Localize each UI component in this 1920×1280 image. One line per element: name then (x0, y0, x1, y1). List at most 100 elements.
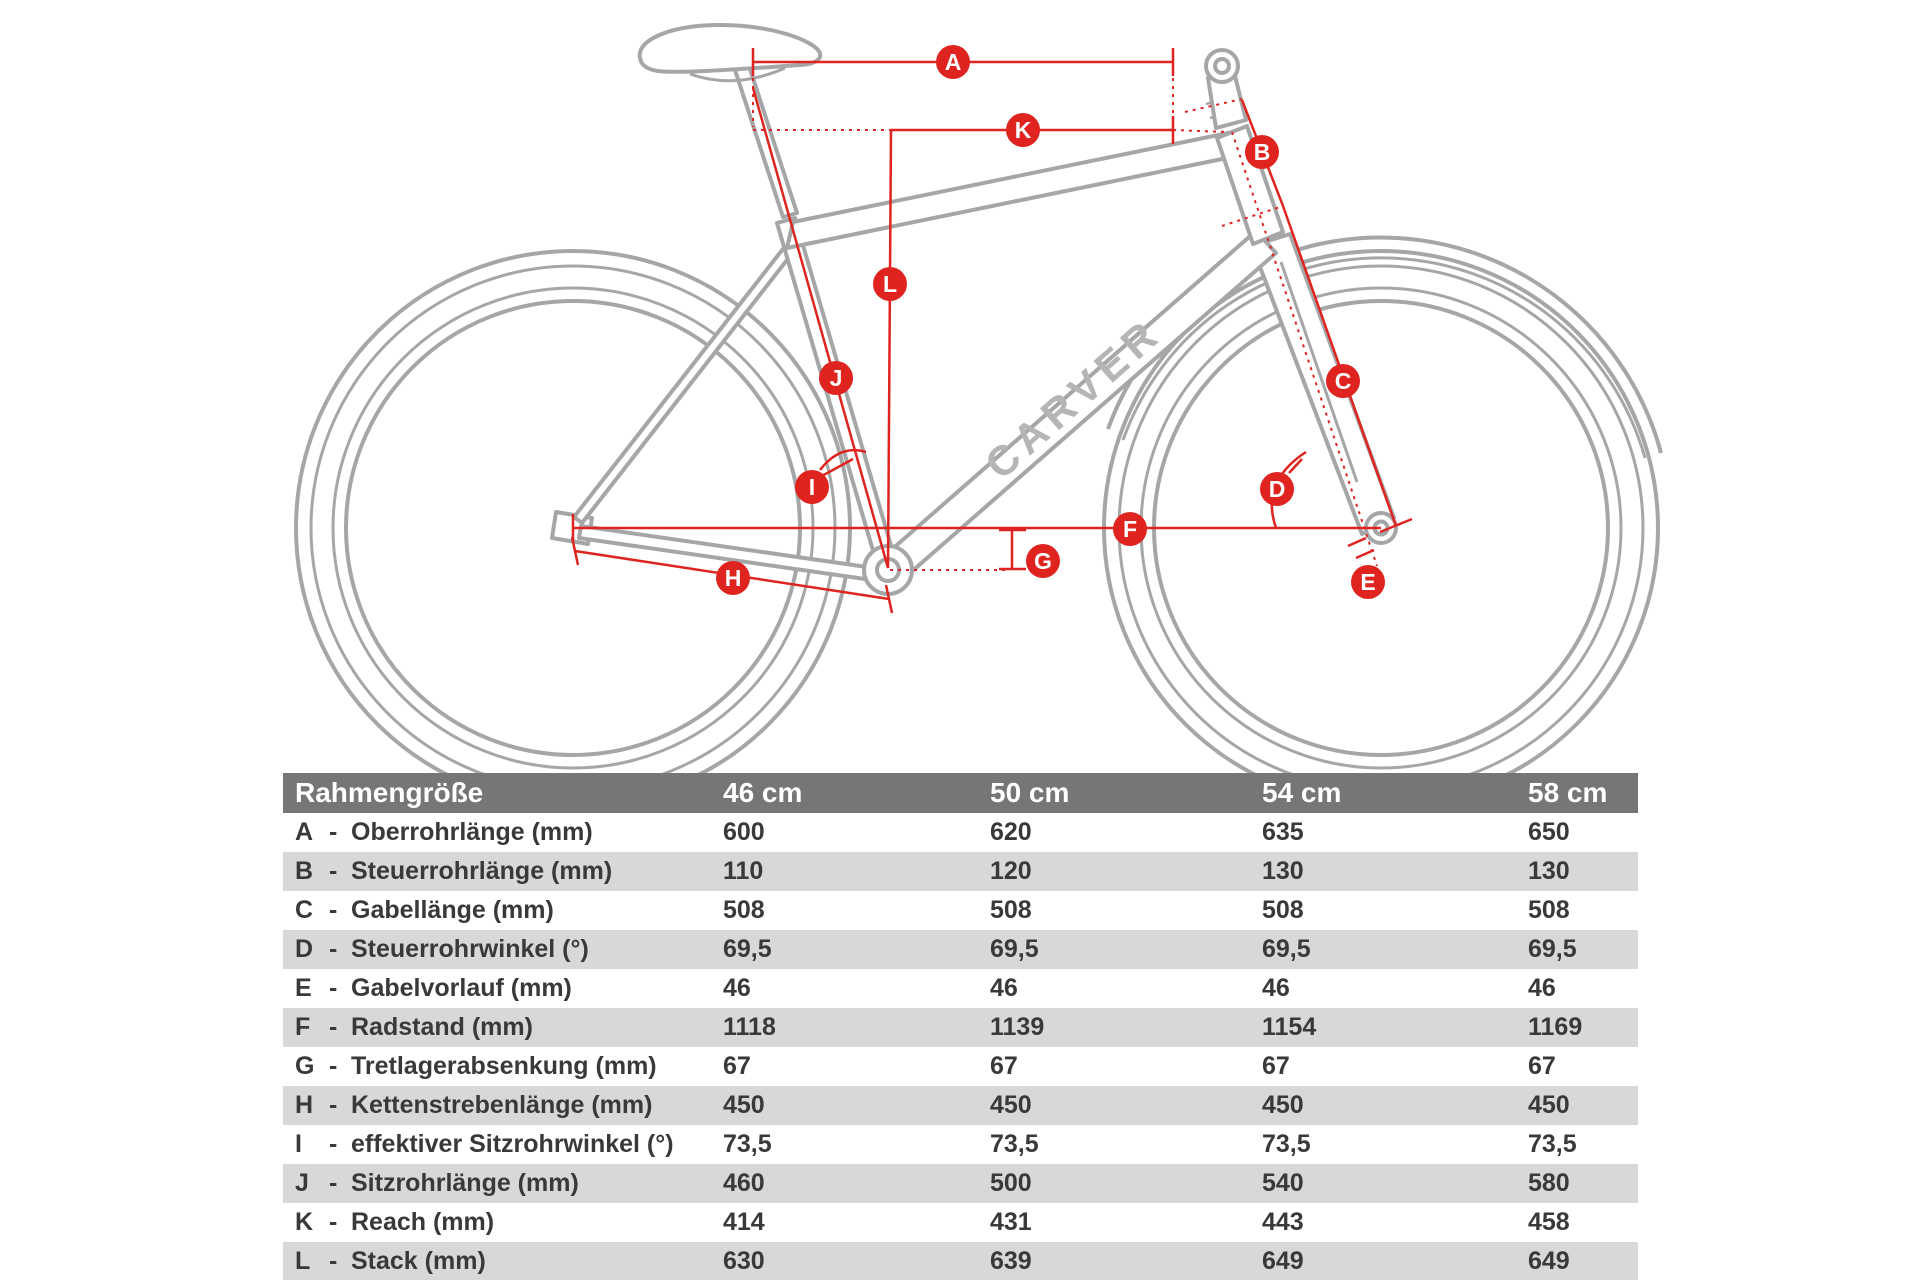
dim-label-C: C (1326, 364, 1360, 398)
value-H-58cm: 450 (1528, 1091, 1570, 1119)
row-label: Steuerrohrwinkel (°) (351, 935, 589, 963)
row-label: Sitzrohrlänge (mm) (351, 1169, 579, 1197)
row-label: Radstand (mm) (351, 1013, 533, 1041)
row-letter: J (295, 1169, 309, 1197)
row-letter: K (295, 1208, 314, 1236)
dim-label-E: E (1351, 565, 1385, 599)
row-separator: - (329, 935, 338, 963)
frame: CARVER (550, 22, 1285, 596)
dim-J-line (751, 87, 890, 569)
table-row-I: I - effektiver Sitzrohrwinkel (°) 73,5 73,5 7… (283, 1125, 1638, 1164)
value-L-58cm: 649 (1528, 1247, 1570, 1275)
value-A-46cm: 600 (723, 818, 765, 846)
value-E-54cm: 46 (1262, 974, 1290, 1002)
dim-label-J: J (819, 361, 853, 395)
value-F-58cm: 1169 (1528, 1013, 1583, 1041)
value-C-54cm: 508 (1262, 896, 1304, 924)
value-E-50cm: 46 (990, 974, 1018, 1002)
value-H-54cm: 450 (1262, 1091, 1304, 1119)
table-header-label: Rahmengröße (295, 777, 484, 808)
row-letter: I (295, 1130, 302, 1158)
value-G-46cm: 67 (723, 1052, 751, 1080)
value-F-46cm: 1118 (723, 1013, 776, 1041)
value-K-50cm: 431 (990, 1208, 1032, 1236)
value-J-46cm: 460 (723, 1169, 765, 1197)
value-D-58cm: 69,5 (1528, 935, 1577, 963)
row-letter: B (295, 857, 314, 885)
row-separator: - (329, 1091, 338, 1119)
value-F-54cm: 1154 (1262, 1013, 1317, 1041)
value-G-54cm: 67 (1262, 1052, 1290, 1080)
row-letter: G (295, 1052, 315, 1080)
dim-label-F: F (1113, 512, 1147, 546)
dim-I-arc (819, 448, 867, 479)
svg-text:C: C (1335, 368, 1352, 394)
seatstay (572, 243, 796, 525)
row-separator: - (329, 1130, 338, 1158)
value-D-50cm: 69,5 (990, 935, 1039, 963)
svg-text:F: F (1123, 516, 1137, 542)
table-row-A: A - Oberrohrlänge (mm) 600 620 635 650 (283, 813, 1638, 852)
table-body: A - Oberrohrlänge (mm) 600 620 635 650 B - Steuer… (283, 813, 1638, 1280)
row-separator: - (329, 896, 338, 924)
value-I-58cm: 73,5 (1528, 1130, 1577, 1158)
value-H-50cm: 450 (990, 1091, 1032, 1119)
value-G-50cm: 67 (990, 1052, 1018, 1080)
size-header-50cm: 50 cm (990, 777, 1070, 808)
row-separator: - (329, 1247, 338, 1275)
dim-label-B: B (1245, 135, 1279, 169)
dim-label-G: G (1026, 544, 1060, 578)
row-separator: - (329, 1013, 338, 1041)
svg-text:I: I (809, 474, 815, 500)
svg-text:E: E (1360, 569, 1375, 595)
value-K-54cm: 443 (1262, 1208, 1304, 1236)
dim-label-A: A (936, 45, 970, 79)
row-label: Stack (mm) (351, 1247, 486, 1275)
dim-K-line (753, 116, 1227, 144)
dim-L-line (886, 129, 893, 569)
value-I-46cm: 73,5 (723, 1130, 772, 1158)
table-header-row: Rahmengröße 46 cm 50 cm 54 cm 58 cm (283, 773, 1638, 813)
value-C-50cm: 508 (990, 896, 1032, 924)
value-E-46cm: 46 (723, 974, 751, 1002)
value-H-46cm: 450 (723, 1091, 765, 1119)
row-separator: - (329, 1208, 338, 1236)
value-D-46cm: 69,5 (723, 935, 772, 963)
row-letter: F (295, 1013, 311, 1041)
svg-text:D: D (1269, 476, 1286, 502)
value-G-58cm: 67 (1528, 1052, 1556, 1080)
table-row-L: L - Stack (mm) 630 639 649 649 (283, 1242, 1638, 1280)
value-A-54cm: 635 (1262, 818, 1304, 846)
row-letter: A (295, 818, 314, 846)
table-row-E: E - Gabelvorlauf (mm) 46 46 46 46 (283, 969, 1638, 1008)
value-F-50cm: 1139 (990, 1013, 1045, 1041)
table-row-D: D - Steuerrohrwinkel (°) 69,5 69,5 69,5 69,5 (283, 930, 1638, 969)
value-E-58cm: 46 (1528, 974, 1556, 1002)
table-row-F: F - Radstand (mm) 1118 1139 1154 1169 (283, 1008, 1638, 1047)
row-label: Kettenstrebenlänge (mm) (351, 1091, 653, 1119)
dim-F-line (571, 514, 1381, 542)
dim-E-ticks (1347, 536, 1375, 560)
row-separator: - (329, 857, 338, 885)
row-label: Oberrohrlänge (mm) (351, 818, 593, 846)
value-L-54cm: 649 (1262, 1247, 1304, 1275)
dim-label-D: D (1260, 472, 1294, 506)
geometry-table: Rahmengröße 46 cm 50 cm 54 cm 58 cm A - Oberr… (283, 773, 1638, 1280)
dim-G-line (890, 528, 1026, 571)
row-letter: C (295, 896, 314, 924)
dim-label-I: I (795, 470, 829, 504)
svg-text:J: J (830, 365, 843, 391)
value-D-54cm: 69,5 (1262, 935, 1311, 963)
value-C-46cm: 508 (723, 896, 765, 924)
dim-label-K: K (1006, 113, 1040, 147)
dim-label-H: H (716, 561, 750, 595)
svg-text:L: L (883, 271, 897, 297)
table-row-C: C - Gabellänge (mm) 508 508 508 508 (283, 891, 1638, 930)
value-B-46cm: 110 (723, 857, 764, 885)
value-J-54cm: 540 (1262, 1169, 1304, 1197)
svg-text:A: A (945, 49, 962, 75)
row-separator: - (329, 818, 338, 846)
row-label: Steuerrohrlänge (mm) (351, 857, 613, 885)
